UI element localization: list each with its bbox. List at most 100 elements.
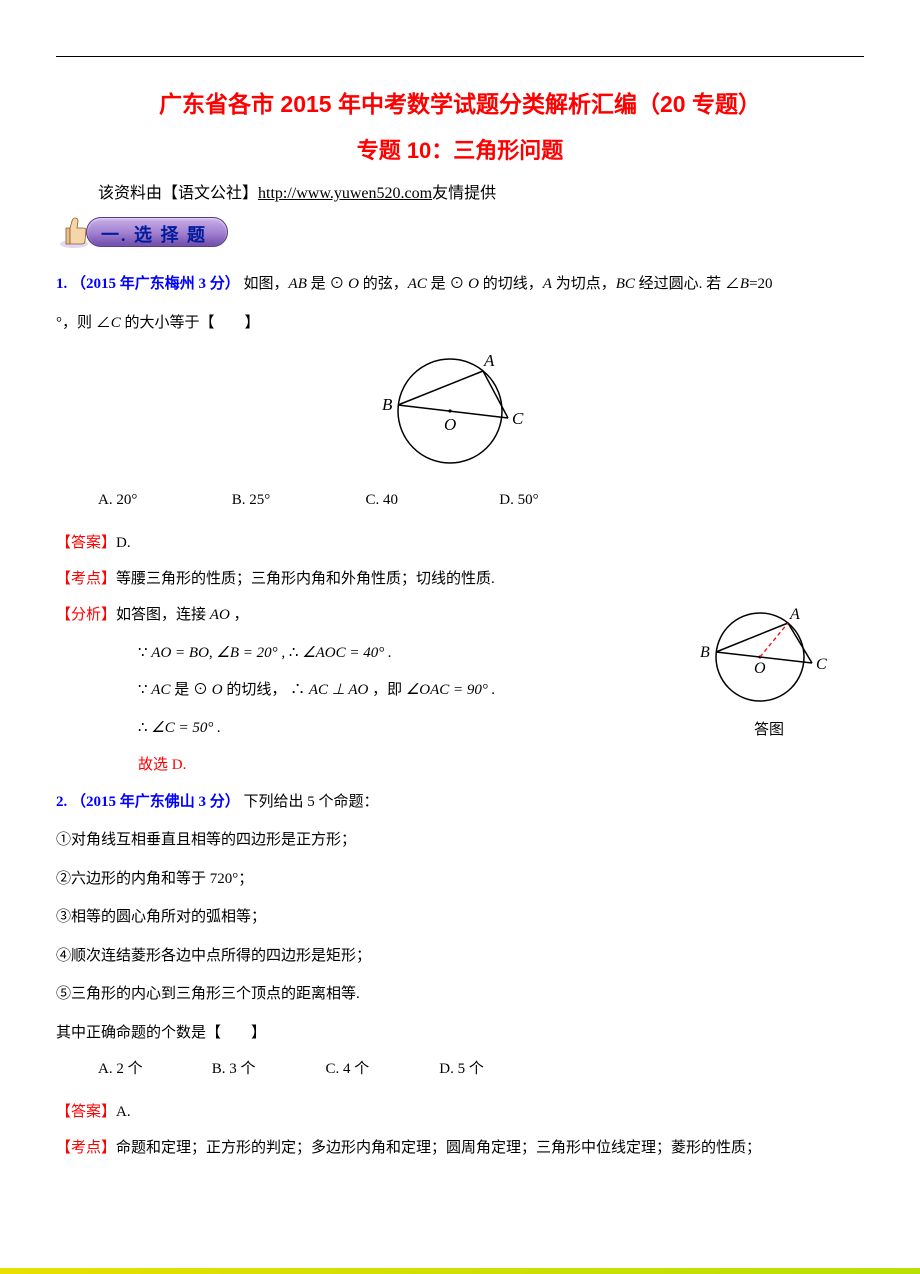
- q2-answer-line: 【答案】A.: [56, 1094, 864, 1130]
- q1-fenxi-l3b: 是 ⊙: [170, 682, 211, 698]
- q1-figure: A B C O: [56, 348, 864, 479]
- q2-option-d: D. 5 个: [439, 1054, 549, 1084]
- q2-stem: 2. （2015 年广东佛山 3 分） 下列给出 5 个命题：: [56, 785, 864, 820]
- q2-kaodian: 命题和定理；正方形的判定；多边形内角和定理；圆周角定理；三角形中位线定理；菱形的…: [116, 1140, 761, 1156]
- answer-circle-diagram-icon: A B C O: [684, 603, 854, 711]
- svg-text:O: O: [444, 415, 456, 434]
- q1-answer: D.: [116, 535, 131, 551]
- q1-fenxi-l3f: ，即: [368, 682, 406, 698]
- q1-text-7: 经过圆心. 若 ∠: [635, 276, 740, 292]
- q1-number: 1.: [56, 276, 67, 292]
- q2-p1: ①对角线互相垂直且相等的四边形是正方形；: [56, 823, 864, 858]
- q1-text-9: °，则 ∠: [56, 315, 111, 331]
- q2-p4: ④顺次连结菱形各边中点所得的四边形是矩形；: [56, 939, 864, 974]
- q1-source: （2015 年广东梅州 3 分）: [71, 276, 240, 292]
- q1-text-2: 是 ⊙: [307, 276, 348, 292]
- q1-kaodian: 等腰三角形的性质；三角形内角和外角性质；切线的性质.: [116, 571, 495, 587]
- q2-p2: ②六边形的内角和等于 720°；: [56, 862, 864, 897]
- answer-label: 【答案】: [56, 535, 116, 551]
- q2-text: 下列给出 5 个命题：: [244, 794, 379, 810]
- q2-p5: ⑤三角形的内心到三角形三个顶点的距离相等.: [56, 977, 864, 1012]
- q1-analysis: 【分析】如答图，连接 AO ， AO = BO, ∠B = 20° , ∠AOC…: [56, 597, 864, 785]
- q1-options: A. 20° B. 25° C. 40 D. 50°: [98, 485, 864, 515]
- section-badge: 一. 选 择 题: [56, 211, 864, 253]
- q1-fenxi-l3e: AC ⊥ AO: [309, 682, 368, 698]
- q2-kaodian-line: 【考点】命题和定理；正方形的判定；多边形内角和定理；圆周角定理；三角形中位线定理…: [56, 1130, 864, 1166]
- q1-seg-c: C: [111, 315, 121, 331]
- svg-text:C: C: [512, 409, 524, 428]
- q1-answer-line: 【答案】D.: [56, 525, 864, 561]
- source-link[interactable]: http://www.yuwen520.com: [258, 185, 432, 202]
- q1-option-d: D. 50°: [499, 485, 619, 515]
- q1-text-6: 为切点，: [552, 276, 616, 292]
- q1-text-10: 的大小等于【 】: [121, 315, 260, 331]
- q1-answer-figure: A B C O 答图: [684, 603, 854, 739]
- therefore-icon: [290, 682, 305, 698]
- because-icon: [138, 645, 148, 661]
- q1-fenxi-l3: AC 是 ⊙ O 的切线， AC ⊥ AO ，即 ∠OAC = 90° .: [138, 672, 656, 710]
- q1-text-5: 的切线，: [479, 276, 543, 292]
- q2-options: A. 2 个 B. 3 个 C. 4 个 D. 5 个: [98, 1054, 864, 1084]
- q1-fenxi-l4t: ∠C = 50° .: [151, 720, 221, 736]
- q1-fenxi-l3c: O: [212, 682, 223, 698]
- fenxi-label: 【分析】: [56, 607, 116, 623]
- because-icon: [138, 682, 148, 698]
- q1-seg-ac: AC: [408, 276, 427, 292]
- kaodian-label: 【考点】: [56, 1140, 116, 1156]
- svg-text:A: A: [789, 606, 800, 623]
- q1-option-c: C. 40: [366, 485, 496, 515]
- q1-stem-line2: °，则 ∠C 的大小等于【 】: [56, 306, 864, 341]
- q2-p3: ③相等的圆心角所对的弧相等；: [56, 900, 864, 935]
- therefore-icon: [138, 720, 148, 736]
- top-rule: [56, 56, 864, 57]
- q1-option-a: A. 20°: [98, 485, 228, 515]
- q1-option-b: B. 25°: [232, 485, 362, 515]
- q1-seg-ab: AB: [289, 276, 307, 292]
- svg-text:C: C: [816, 656, 827, 673]
- q1-stem: 1. （2015 年广东梅州 3 分） 如图，AB 是 ⊙ O 的弦，AC 是 …: [56, 267, 864, 302]
- q1-kaodian-line: 【考点】等腰三角形的性质；三角形内角和外角性质；切线的性质.: [56, 561, 864, 597]
- q2-option-a: A. 2 个: [98, 1054, 208, 1084]
- q1-seg-b: B: [740, 276, 749, 292]
- thumbs-up-icon: [56, 214, 92, 250]
- q1-text-1: 如图，: [244, 276, 289, 292]
- q1-fenxi-l2b: ∠AOC = 40° .: [302, 645, 392, 661]
- q1-seg-o2: O: [468, 276, 479, 292]
- section-badge-label: 一. 选 择 题: [86, 217, 228, 247]
- main-title: 广东省各市 2015 年中考数学试题分类解析汇编（20 专题）: [56, 85, 864, 119]
- q1-seg-a: A: [543, 276, 552, 292]
- svg-text:A: A: [483, 351, 495, 370]
- circle-diagram-icon: A B C O: [370, 348, 550, 474]
- q1-text-4: 是 ⊙: [427, 276, 468, 292]
- q1-seg-o1: O: [348, 276, 359, 292]
- sub-title: 专题 10：三角形问题: [56, 133, 864, 165]
- q2-source: （2015 年广东佛山 3 分）: [71, 794, 240, 810]
- source-suffix: 友情提供: [432, 185, 496, 202]
- q2-answer: A.: [116, 1104, 131, 1120]
- q1-fenxi-ao: AO: [210, 607, 230, 623]
- q2-option-b: B. 3 个: [212, 1054, 322, 1084]
- kaodian-label: 【考点】: [56, 571, 116, 587]
- svg-text:O: O: [754, 660, 766, 677]
- q1-fenxi-l3g: ∠OAC = 90° .: [406, 682, 496, 698]
- svg-text:B: B: [382, 395, 393, 414]
- svg-text:B: B: [700, 644, 710, 661]
- source-prefix: 该资料由【语文公社】: [98, 185, 258, 202]
- q1-seg-bc: BC: [616, 276, 635, 292]
- q1-fenxi-t1: 如答图，连接: [116, 607, 210, 623]
- answer-figure-label: 答图: [684, 718, 854, 739]
- q2-ask: 其中正确命题的个数是【 】: [56, 1016, 864, 1051]
- q1-fenxi-l3d: 的切线，: [223, 682, 287, 698]
- q1-fenxi-t1b: ，: [230, 607, 249, 623]
- therefore-icon: [289, 645, 299, 661]
- q2-option-c: C. 4 个: [326, 1054, 436, 1084]
- q1-fenxi-l2: AO = BO, ∠B = 20° , ∠AOC = 40° .: [138, 635, 656, 673]
- q1-fenxi-l3a: AC: [151, 682, 170, 698]
- q2-number: 2.: [56, 794, 67, 810]
- q1-text-3: 的弦，: [359, 276, 408, 292]
- q1-text-8: =20: [749, 276, 772, 292]
- q1-fenxi-l4: ∠C = 50° .: [138, 710, 656, 748]
- q1-fenxi-l2a: AO = BO, ∠B = 20° ,: [151, 645, 289, 661]
- footer-bar: [0, 1268, 920, 1274]
- source-line: 该资料由【语文公社】http://www.yuwen520.com友情提供: [98, 179, 864, 203]
